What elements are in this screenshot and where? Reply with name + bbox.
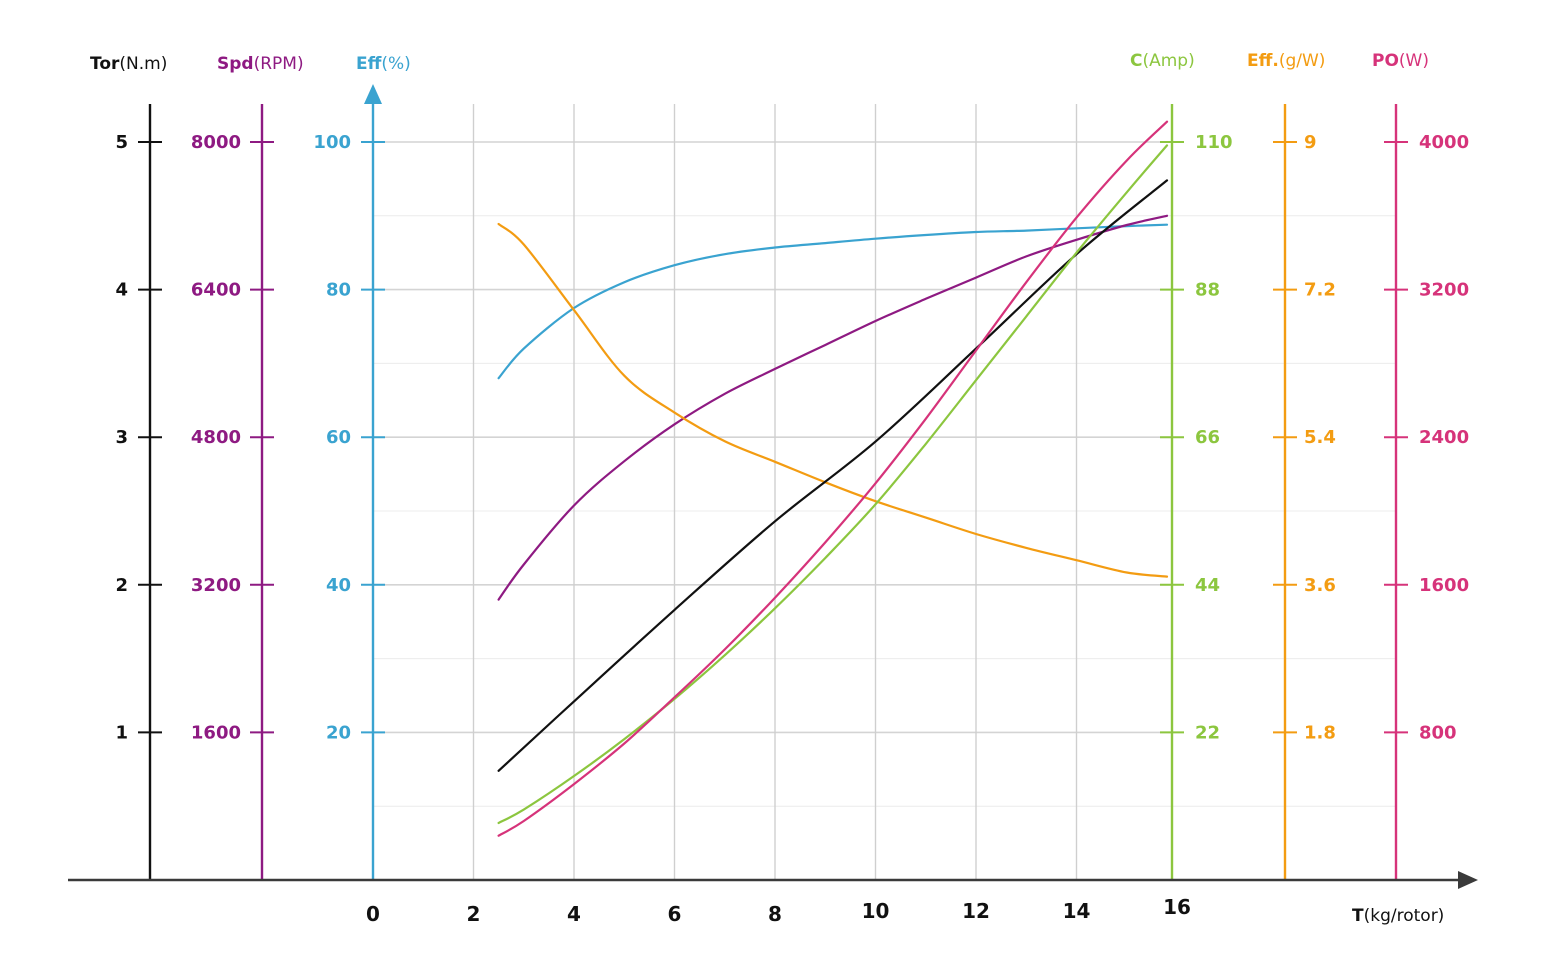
y-axis-title-name: Spd: [217, 54, 254, 74]
y-tick-label: 3: [115, 427, 128, 448]
y-axis-title: Eff(%): [356, 54, 411, 74]
series-line-spd: [497, 214, 1169, 601]
y-tick-label: 60: [326, 427, 351, 448]
series-line-c: [497, 144, 1169, 825]
y-tick-label: 9: [1304, 132, 1317, 153]
x-tick-label: 12: [962, 899, 990, 923]
y-tick-label: 7.2: [1304, 280, 1336, 301]
y-tick-label: 4800: [191, 427, 241, 448]
y-axis-title: PO(W): [1372, 51, 1429, 71]
y-tick-label: 800: [1419, 722, 1457, 743]
x-axis-title: T(kg/rotor): [1352, 906, 1444, 926]
data-series: [497, 120, 1169, 837]
y-axis-title: Eff.(g/W): [1247, 51, 1325, 71]
x-tick-label: 4: [567, 902, 581, 926]
x-tick-label: 14: [1063, 899, 1091, 923]
y-axis-title-name: Tor: [90, 54, 120, 74]
y-axis-title-unit: (N.m): [119, 54, 167, 74]
x-axis: 0 2 4 6 8 10 12 14 16 T(kg/rotor): [68, 871, 1478, 926]
y-axis-c: 22 44 66 88 110 C(Amp): [1130, 51, 1233, 880]
y-tick-label: 1600: [191, 722, 241, 743]
x-tick-label: 8: [768, 902, 782, 926]
y-tick-label: 5.4: [1304, 427, 1336, 448]
y-axis-tor: 1 2 3 4 5 Tor(N.m): [90, 54, 167, 880]
y-tick-label: 3200: [191, 575, 241, 596]
x-tick-label: 6: [668, 902, 682, 926]
y-axis-title-name: C: [1130, 51, 1142, 71]
x-tick-label: 16: [1163, 895, 1191, 919]
y-axis-title-unit: (RPM): [254, 54, 304, 74]
series-line-tor: [497, 179, 1169, 772]
x-axis-title-unit: (kg/rotor): [1364, 906, 1445, 926]
y-tick-label: 1: [115, 722, 128, 743]
y-tick-label: 40: [326, 575, 351, 596]
y-tick-label: 44: [1195, 575, 1220, 596]
y-tick-label: 88: [1195, 280, 1220, 301]
y-axis-title-name: Eff.: [1247, 51, 1279, 71]
y-axis-title-name: Eff: [356, 54, 382, 74]
grid: [373, 104, 1395, 880]
y-axis-title-unit: (g/W): [1279, 51, 1326, 71]
y-tick-label: 20: [326, 722, 351, 743]
y-axis-effgw: 1.8 3.6 5.4 7.2 9 Eff.(g/W): [1247, 51, 1336, 880]
y-axis-title-unit: (Amp): [1142, 51, 1194, 71]
y-axis-po: 800 1600 2400 3200 4000 PO(W): [1372, 51, 1469, 880]
y-tick-label: 1.8: [1304, 722, 1336, 743]
y-tick-label: 66: [1195, 427, 1220, 448]
series-line-po: [497, 120, 1169, 837]
y-tick-label: 100: [313, 132, 351, 153]
y-axis-title-unit: (%): [381, 54, 410, 74]
y-tick-label: 1600: [1419, 575, 1469, 596]
x-tick-label: 0: [366, 902, 380, 926]
y-axis-title-name: PO: [1372, 51, 1399, 71]
y-axis-arrow-icon: [364, 84, 382, 104]
y-axis-spd: 1600 3200 4800 6400 8000 Spd(RPM): [191, 54, 304, 880]
series-line-effgw: [497, 222, 1169, 578]
y-axis-title: Spd(RPM): [217, 54, 304, 74]
x-axis-title-name: T: [1352, 906, 1364, 926]
y-axis-title: Tor(N.m): [90, 54, 167, 74]
x-axis-arrow-icon: [1458, 871, 1478, 889]
y-tick-label: 22: [1195, 722, 1220, 743]
y-tick-label: 3.6: [1304, 575, 1336, 596]
y-axis-eff: 20 40 60 80 100 Eff(%): [313, 54, 411, 880]
y-tick-label: 80: [326, 280, 351, 301]
y-tick-label: 8000: [191, 132, 241, 153]
x-tick-label: 10: [862, 899, 890, 923]
y-tick-label: 5: [115, 132, 128, 153]
y-axis-title: C(Amp): [1130, 51, 1195, 71]
y-tick-label: 4000: [1419, 132, 1469, 153]
y-tick-label: 4: [115, 280, 128, 301]
y-tick-label: 2400: [1419, 427, 1469, 448]
series-line-eff: [497, 223, 1169, 380]
y-tick-label: 6400: [191, 280, 241, 301]
y-axis-title-unit: (W): [1399, 51, 1429, 71]
y-axes: 1 2 3 4 5 Tor(N.m) 1600 3200 4800 6400 8000 Spd(RPM…: [90, 51, 1469, 880]
y-tick-label: 110: [1195, 132, 1233, 153]
y-tick-label: 3200: [1419, 280, 1469, 301]
x-tick-label: 2: [467, 902, 481, 926]
y-tick-label: 2: [115, 575, 128, 596]
